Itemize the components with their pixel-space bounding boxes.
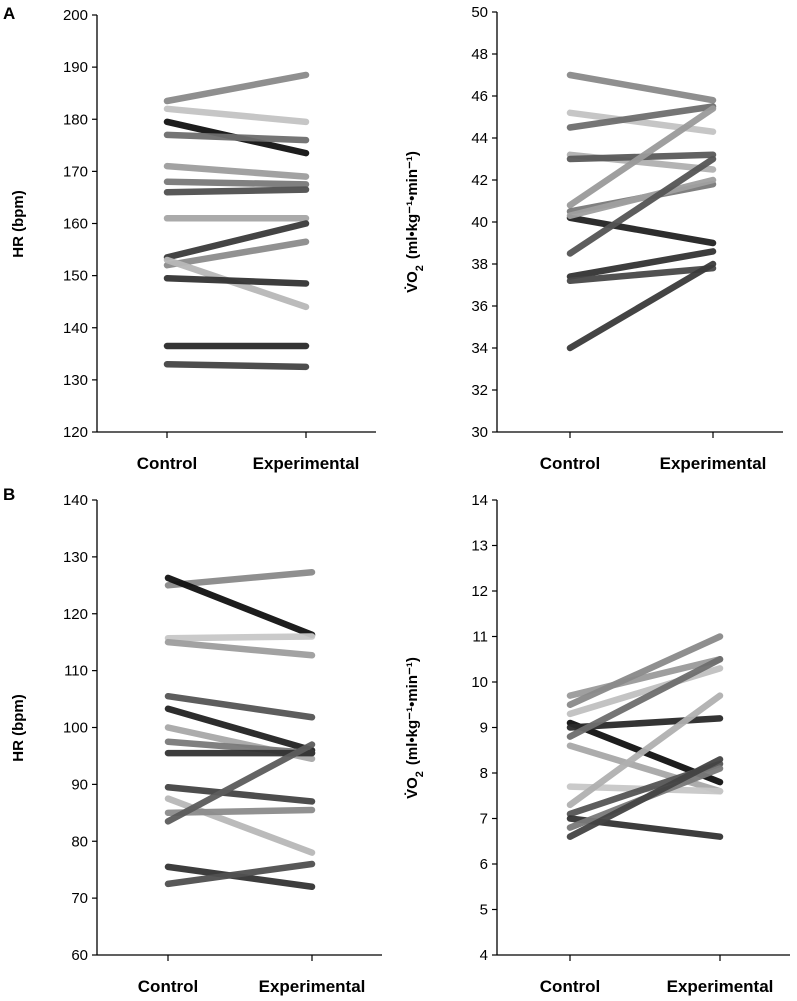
chart-2-series-line-6 [164,705,316,754]
chart-3-ytick-label-4: 8 [480,765,488,782]
chart-2-series-line-13 [164,741,316,825]
chart-3-ytick-label-8: 12 [471,583,488,600]
vo2-chart-a: 30 32 34 36 38 40 42 44 46 48 50 Control Experimenta… [404,4,783,473]
chart-1-ytick-label-1: 32 [471,382,488,399]
chart-0-series-line-14 [163,360,310,371]
chart-1-series-line-10 [566,155,717,257]
chart-2-ytick-label-2: 80 [71,833,88,850]
chart-2-series-line-4 [164,638,316,659]
chart-0-series-line-12 [163,274,310,287]
chart-1-y-axis-title: V̇O2(ml•kg⁻¹•min⁻¹) [404,151,426,293]
chart-0-ytick-label-5: 170 [63,163,88,180]
chart-1-series-line-11 [566,248,717,280]
chart-3-category-label-1: Experimental [667,977,774,996]
chart-3-ytick-label-2: 6 [480,856,488,873]
chart-2-ytick-label-0: 60 [71,947,88,964]
chart-1-series-line-1 [566,71,717,104]
chart-0-ytick-label-7: 190 [63,59,88,76]
chart-3-series-line-9 [566,692,724,809]
chart-0-ytick-label-1: 130 [63,372,88,389]
chart-3-series-line-6 [566,656,724,740]
hr-chart-b: 60 70 80 90 100 110 120 130 140 Control Experiment… [10,492,382,996]
chart-0-ytick-label-4: 160 [63,216,88,233]
panel-label-a: A [3,4,15,23]
chart-1-series-line-3 [566,103,717,131]
vo2-chart-b: 4 5 6 7 8 9 10 11 12 13 14 Control Experimental V̇O2(… [404,492,790,996]
chart-0-category-label-1: Experimental [253,454,360,473]
chart-1-series-line-9 [566,176,717,219]
chart-1-ytick-label-8: 46 [471,88,488,105]
chart-1-category-label-0: Control [540,454,600,473]
chart-3-category-label-0: Control [540,977,600,996]
chart-0-series-line-9 [163,220,310,261]
chart-1-ytick-label-7: 44 [471,130,488,147]
chart-3-ytick-label-0: 4 [480,947,488,964]
chart-1-ytick-label-3: 36 [471,298,488,315]
chart-3-ytick-label-9: 13 [471,538,488,555]
chart-3-series-line-2 [566,633,724,708]
chart-2-ytick-label-8: 140 [63,492,88,509]
chart-0-series-line-10 [163,238,310,269]
chart-2-series-line-3 [164,633,316,642]
chart-3-series-line-13 [566,756,724,840]
chart-1-ytick-label-6: 42 [471,172,488,189]
chart-2-y-axis-title: HR (bpm) [10,694,27,762]
chart-0-y-axis-title: HR (bpm) [10,190,27,258]
chart-2-ytick-label-7: 130 [63,549,88,566]
chart-0-series-line-7 [163,186,310,196]
chart-0-series-line-2 [163,105,310,126]
chart-1-ytick-label-5: 40 [471,214,488,231]
chart-1-ytick-label-10: 50 [471,4,488,21]
chart-0-ytick-label-3: 150 [63,268,88,285]
chart-0-series-line-1 [163,71,310,105]
panel-label-b: B [3,485,15,504]
chart-2-category-label-1: Experimental [259,977,366,996]
hr-chart-a: 120 130 140 150 160 170 180 190 200 Control Experi… [10,7,376,473]
chart-1-series-line-13 [566,260,717,352]
chart-0-series-line-4 [163,131,310,144]
chart-2-category-label-0: Control [138,977,198,996]
chart-2-series-line-12 [164,806,316,817]
chart-2-ytick-label-1: 70 [71,890,88,907]
chart-3-ytick-label-7: 11 [472,629,488,646]
chart-1-category-label-1: Experimental [660,454,767,473]
chart-3-ytick-label-10: 14 [471,492,488,509]
chart-0-ytick-label-8: 200 [63,7,88,24]
chart-0-ytick-label-6: 180 [63,111,88,128]
chart-0-ytick-label-0: 120 [63,424,88,441]
chart-1-ytick-label-0: 30 [471,424,488,441]
chart-2-series-line-1 [164,568,316,589]
chart-1-series-line-12 [566,264,717,285]
chart-2-series-line-2 [164,574,316,639]
chart-2-series-line-10 [164,783,316,805]
chart-3-ytick-label-1: 5 [480,902,488,919]
chart-0-series-line-5 [163,162,310,180]
chart-3-y-axis-title: V̇O2(ml•kg⁻¹•min⁻¹) [404,657,426,799]
chart-1-series-line-6 [566,105,717,209]
chart-1-ytick-label-2: 34 [471,340,488,357]
chart-3-series-line-3 [566,665,724,718]
chart-3-series-line-1 [566,656,724,699]
chart-2-series-line-5 [164,692,316,721]
chart-2-series-line-15 [164,860,316,888]
chart-0-category-label-0: Control [137,454,197,473]
chart-1-ytick-label-4: 38 [471,256,488,273]
chart-1-series-line-8 [566,214,717,247]
chart-2-ytick-label-3: 90 [71,776,88,793]
chart-3-ytick-label-6: 10 [471,674,488,691]
chart-3-ytick-label-3: 7 [480,811,488,828]
chart-3-ytick-label-5: 9 [480,720,488,737]
chart-2-ytick-label-6: 120 [63,606,88,623]
chart-2-ytick-label-4: 100 [63,720,88,737]
chart-3-series-line-7 [566,742,724,795]
chart-0-series-line-6 [163,178,310,188]
chart-1-ytick-label-9: 48 [471,46,488,63]
chart-2-ytick-label-5: 110 [64,663,88,680]
chart-0-ytick-label-2: 140 [63,320,88,337]
